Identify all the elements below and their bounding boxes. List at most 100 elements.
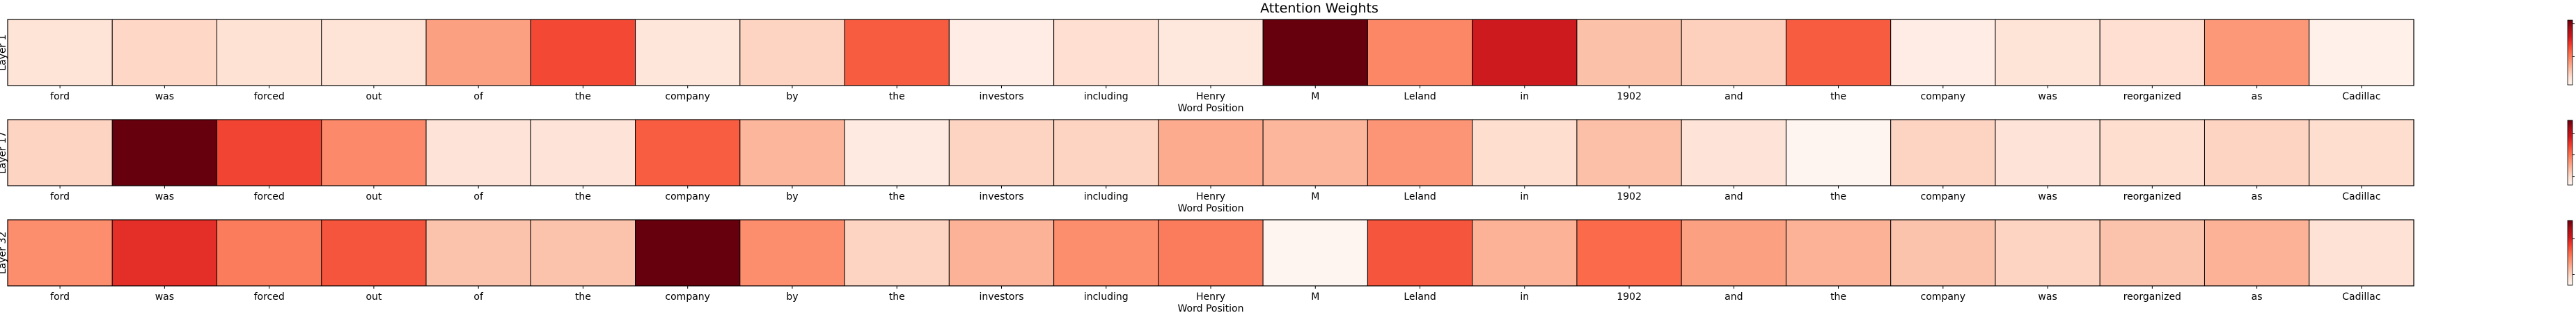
- colorbar-segment: [2568, 63, 2573, 65]
- heatmap-cell: [2099, 219, 2205, 287]
- colorbar-segment: [2568, 254, 2573, 256]
- colorbar-segment: [2568, 134, 2573, 136]
- colorbar-segment: [2568, 178, 2573, 180]
- heatmap-cell: [1995, 119, 2100, 186]
- colorbar-segment: [2568, 168, 2573, 170]
- colorbar-segment: [2568, 76, 2573, 78]
- x-tick-label: Leland: [1404, 91, 1436, 102]
- colorbar-segment: [2568, 81, 2573, 83]
- colorbar-segment: [2568, 36, 2573, 38]
- x-tick-label: as: [2252, 291, 2263, 303]
- colorbar-segment: [2568, 121, 2573, 123]
- colorbar-segment: [2568, 58, 2573, 61]
- heatmap-cell: [111, 219, 218, 287]
- colorbar-segment: [2568, 158, 2573, 160]
- x-tick-label: Leland: [1404, 191, 1436, 202]
- colorbar-segment: [2568, 54, 2573, 56]
- heatmap-cell: [1681, 219, 1786, 287]
- colorbar-segment: [2568, 259, 2573, 261]
- x-tick-label: of: [473, 91, 484, 102]
- colorbar-segment: [2568, 141, 2573, 143]
- colorbar-segment: [2568, 129, 2573, 131]
- x-tick-label: M: [1311, 191, 1319, 202]
- x-axis-label: Word Position: [1178, 303, 1244, 313]
- heatmap-cell: [1681, 19, 1786, 86]
- colorbar-segment: [2568, 48, 2573, 50]
- heatmap-cell: [321, 19, 427, 86]
- heatmap-cell: [739, 119, 845, 186]
- x-tick-label: the: [889, 291, 905, 303]
- x-tick-label: Cadillac: [2342, 91, 2380, 102]
- colorbar-segment: [2568, 32, 2573, 34]
- colorbar-segment: [2568, 31, 2573, 33]
- x-tick-label: by: [786, 191, 798, 202]
- heatmap-cell: [844, 19, 950, 86]
- colorbar-segment: [2568, 166, 2573, 168]
- colorbar-segment: [2568, 60, 2573, 62]
- colorbar-segment: [2568, 272, 2573, 274]
- colorbar-segment: [2568, 284, 2573, 286]
- x-tick-label: reorganized: [2123, 291, 2181, 303]
- colorbar-segment: [2568, 159, 2573, 161]
- colorbar-segment: [2568, 145, 2573, 147]
- heatmap-cell: [948, 19, 1055, 86]
- colorbar-segment: [2568, 70, 2573, 72]
- x-tick-label: investors: [979, 291, 1023, 303]
- colorbar-segment: [2568, 225, 2573, 227]
- heatmap-cell: [217, 119, 322, 186]
- heatmap-cell: [1158, 119, 1264, 186]
- heatmap-cell: [1367, 19, 1473, 86]
- x-tick-label: Cadillac: [2342, 291, 2380, 303]
- x-tick-label: ford: [50, 91, 70, 102]
- colorbar-segment: [2568, 66, 2573, 68]
- colorbar-segment: [2568, 79, 2573, 81]
- heatmap-cell: [321, 119, 427, 186]
- colorbar-segment: [2568, 72, 2573, 75]
- colorbar-segment: [2568, 257, 2573, 259]
- colorbar-segment: [2568, 38, 2573, 40]
- x-tick-label: the: [575, 191, 591, 202]
- colorbar-segment: [2568, 133, 2573, 135]
- x-tick-label: by: [786, 291, 798, 303]
- x-tick-label: including: [1084, 291, 1129, 303]
- colorbar-segment: [2568, 154, 2573, 156]
- colorbar-segment: [2568, 271, 2573, 273]
- colorbar-segment: [2568, 231, 2573, 233]
- heatmap-cell: [1367, 119, 1473, 186]
- heatmap-cell: [217, 19, 322, 86]
- heatmap-panels: Layer 1 ford was forced out of the company by the…: [0, 19, 2575, 313]
- colorbar-segment: [2568, 223, 2573, 225]
- colorbar-segment: [2568, 68, 2573, 70]
- heatmap-cell: [2204, 119, 2310, 186]
- heatmap-cell: [1681, 119, 1786, 186]
- colorbar-segment: [2568, 56, 2573, 58]
- colorbar-segment: [2568, 282, 2573, 285]
- y-axis-label: Layer 17: [0, 131, 8, 174]
- x-tick-label: company: [1921, 191, 1966, 202]
- colorbar-segment: [2568, 162, 2573, 164]
- colorbar-segment: [2568, 56, 2573, 58]
- x-tick-label: was: [2038, 91, 2057, 102]
- colorbar-segment: [2568, 72, 2573, 74]
- heatmap-cell: [425, 219, 531, 287]
- colorbar-segment: [2568, 182, 2573, 185]
- colorbar-segment: [2568, 80, 2573, 82]
- x-tick-label: of: [473, 191, 484, 202]
- heatmap-cell: [1890, 119, 1996, 186]
- colorbar-segment: [2568, 148, 2573, 150]
- colorbar-segment: [2568, 276, 2573, 278]
- colorbar-segment: [2568, 29, 2573, 32]
- colorbar-segment: [2568, 266, 2573, 268]
- colorbar-segment: [2568, 131, 2573, 133]
- colorbar-segment: [2568, 261, 2573, 264]
- heatmap-cell: [530, 19, 636, 86]
- x-tick-label: the: [1830, 91, 1846, 102]
- colorbar-segment: [2568, 172, 2573, 175]
- colorbar-segment: [2568, 251, 2573, 254]
- heatmap-cell: [739, 19, 845, 86]
- colorbar-segment: [2568, 127, 2573, 129]
- colorbar-segment: [2568, 166, 2573, 168]
- x-tick-label: ford: [50, 291, 70, 303]
- x-tick-label: forced: [254, 91, 285, 102]
- colorbar-segment: [2568, 129, 2573, 132]
